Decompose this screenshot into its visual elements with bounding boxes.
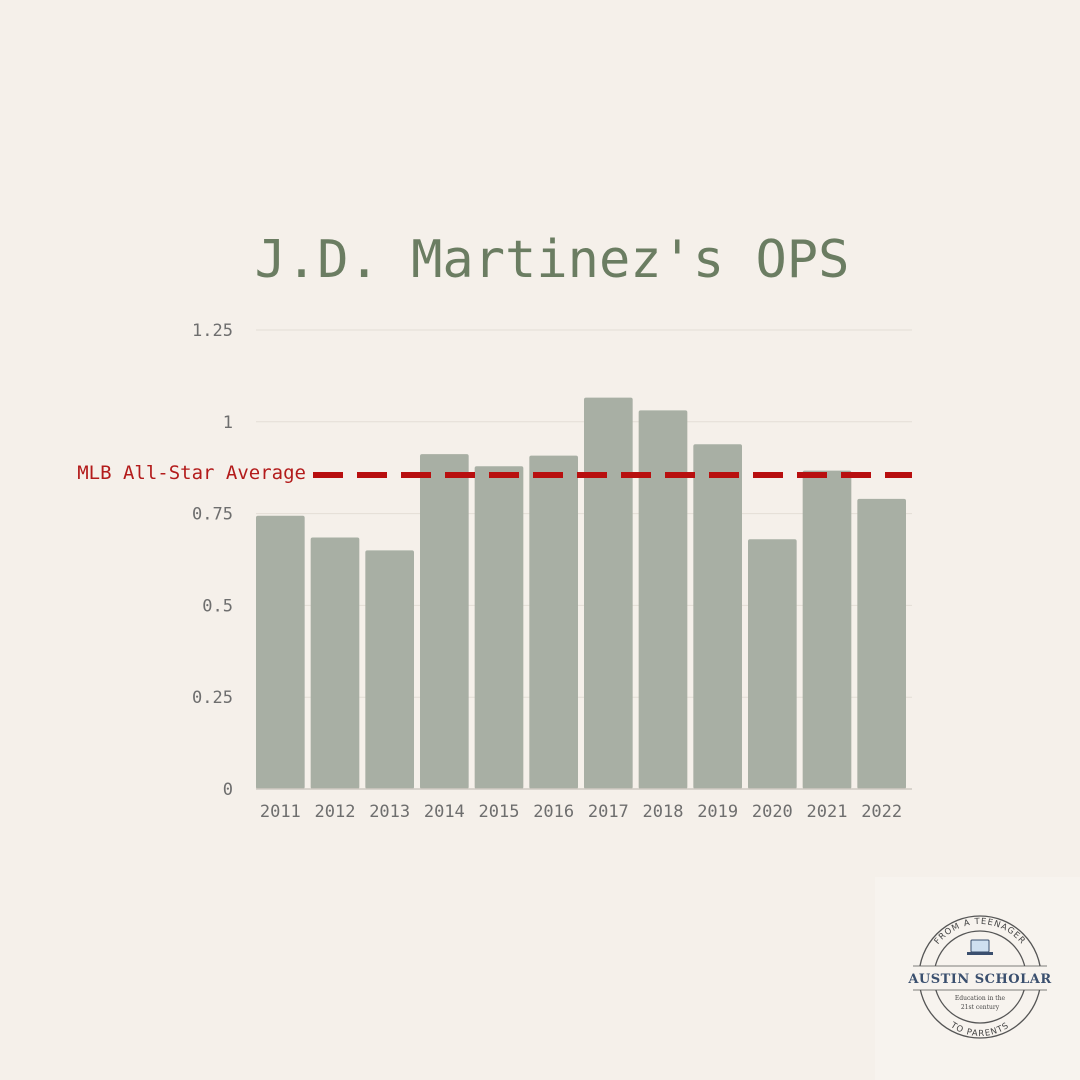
x-tick-label: 2015 bbox=[479, 802, 520, 822]
bar-2016 bbox=[529, 455, 578, 789]
y-tick-label: 1.25 bbox=[192, 321, 233, 341]
x-tick-label: 2018 bbox=[643, 802, 684, 822]
austin-scholar-logo: FROM A TEENAGER TO PARENTS AUSTIN SCHOLA… bbox=[875, 877, 1080, 1080]
logo-sub-line1: Education in the bbox=[955, 995, 1006, 1002]
y-tick-label: 0.25 bbox=[192, 688, 233, 708]
bar-2020 bbox=[748, 539, 797, 789]
bar-2014 bbox=[420, 454, 469, 789]
y-tick-label: 0.5 bbox=[202, 596, 233, 616]
x-tick-label: 2016 bbox=[533, 802, 574, 822]
all-star-average-label: MLB All-Star Average bbox=[77, 462, 306, 484]
bar-2017 bbox=[584, 397, 633, 789]
bar-2011 bbox=[256, 515, 305, 789]
x-tick-label: 2019 bbox=[697, 802, 738, 822]
x-tick-label: 2014 bbox=[424, 802, 465, 822]
logo-sub-line2: 21st century bbox=[961, 1004, 1000, 1011]
x-axis-ticks: 2011 2012 2013 2014 2015 2016 2017 2018 2019 2020… bbox=[260, 802, 902, 822]
x-tick-label: 2022 bbox=[861, 802, 902, 822]
x-tick-label: 2017 bbox=[588, 802, 629, 822]
chart-title: J.D. Martinez's OPS bbox=[255, 230, 850, 290]
laptop-icon bbox=[967, 939, 993, 955]
bar-2019 bbox=[693, 444, 742, 789]
bar-2015 bbox=[474, 466, 524, 789]
x-tick-label: 2021 bbox=[807, 802, 848, 822]
logo-name: AUSTIN SCHOLAR bbox=[907, 972, 1051, 987]
x-tick-label: 2020 bbox=[752, 802, 793, 822]
bar-2012 bbox=[310, 537, 360, 789]
x-tick-label: 2012 bbox=[315, 802, 356, 822]
bars bbox=[256, 397, 906, 789]
bar-2013 bbox=[365, 550, 414, 789]
y-tick-label: 0 bbox=[223, 780, 233, 800]
y-tick-label: 1 bbox=[223, 413, 233, 433]
x-tick-label: 2013 bbox=[369, 802, 410, 822]
y-tick-label: 0.75 bbox=[192, 505, 233, 525]
bar-2022 bbox=[857, 498, 906, 789]
x-tick-label: 2011 bbox=[260, 802, 301, 822]
y-axis-ticks: 0 0.25 0.5 0.75 1 1.25 bbox=[192, 321, 233, 800]
bar-2018 bbox=[638, 410, 688, 789]
bar-2021 bbox=[802, 470, 852, 789]
